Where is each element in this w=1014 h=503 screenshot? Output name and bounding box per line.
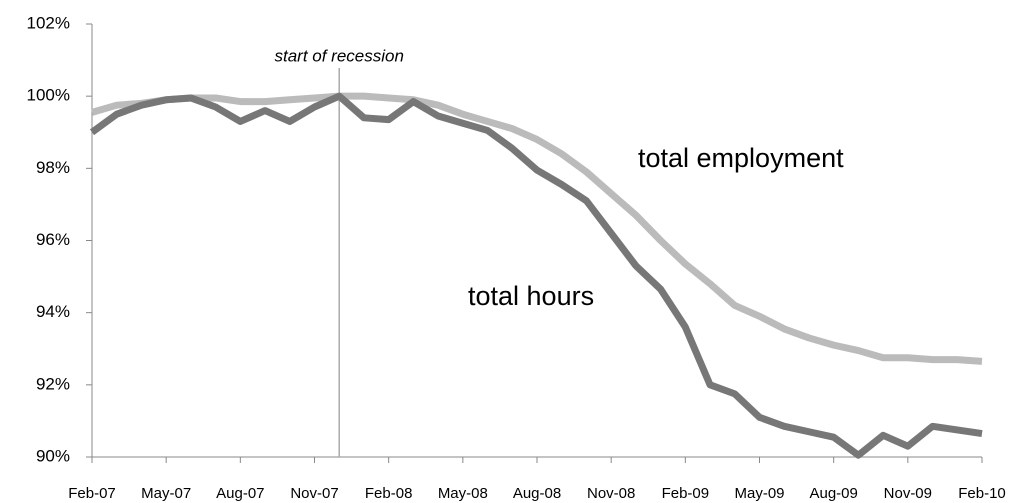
x-tick-label: Feb-10 — [958, 485, 1006, 502]
annotation: start of recession — [274, 46, 403, 65]
series-line — [89, 92, 983, 459]
x-tick-label: May-07 — [141, 485, 191, 502]
y-tick-label: 102% — [27, 13, 70, 32]
x-tick-label: Nov-09 — [884, 485, 932, 502]
x-tick-label: Aug-08 — [513, 485, 561, 502]
x-tick-label: May-08 — [438, 485, 488, 502]
y-tick-label: 96% — [36, 230, 70, 249]
x-tick-label: Nov-08 — [587, 485, 635, 502]
y-tick-label: 94% — [36, 302, 70, 321]
series-label: total employment — [638, 143, 844, 173]
y-tick-label: 92% — [36, 374, 70, 393]
x-tick-label: Feb-09 — [662, 485, 710, 502]
series-label: total hours — [468, 281, 594, 311]
x-tick-label: Feb-08 — [365, 485, 413, 502]
x-tick-label: Feb-07 — [68, 485, 116, 502]
series-line — [91, 92, 983, 365]
y-tick-label: 98% — [36, 158, 70, 177]
x-tick-label: Aug-07 — [216, 485, 264, 502]
x-tick-label: Nov-07 — [290, 485, 338, 502]
x-tick-label: Aug-09 — [809, 485, 857, 502]
y-tick-label: 100% — [27, 86, 70, 105]
x-tick-label: May-09 — [734, 485, 784, 502]
y-tick-label: 90% — [36, 446, 70, 465]
